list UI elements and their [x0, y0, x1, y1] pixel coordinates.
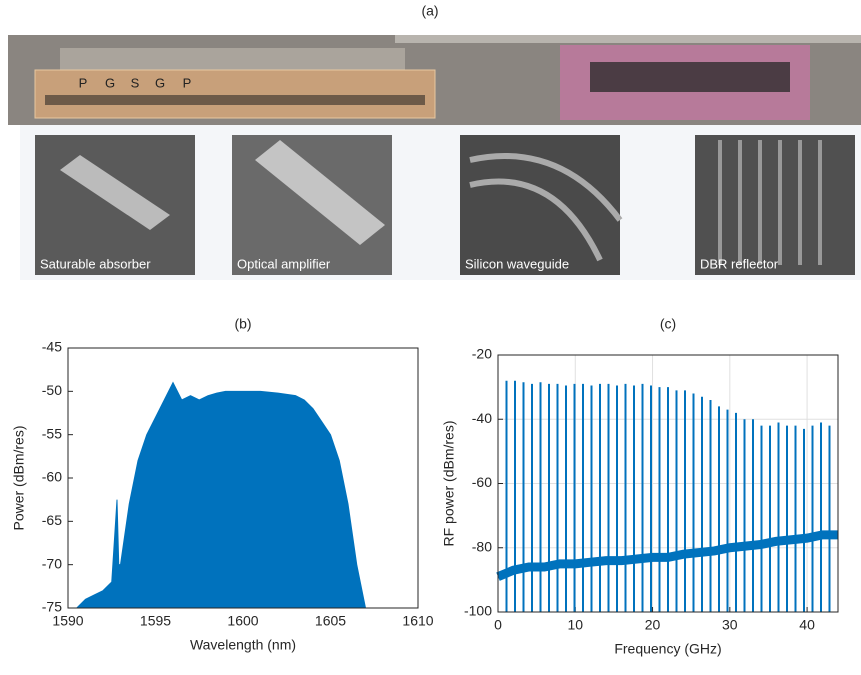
- chart-title: (c): [660, 316, 676, 332]
- y-tick-label: -65: [42, 512, 62, 528]
- x-tick-label: 1600: [227, 613, 258, 629]
- y-tick-label: -40: [472, 410, 492, 426]
- y-tick-label: -45: [42, 339, 62, 355]
- photo: [8, 35, 861, 280]
- x-axis-label: Wavelength (nm): [190, 637, 296, 653]
- plot-frame: [67, 347, 419, 609]
- y-axis-label: RF power (dBm/res): [441, 420, 457, 546]
- plot-frame: [497, 354, 839, 613]
- spectrum-area: [75, 381, 367, 609]
- x-tick-label: 10: [567, 617, 583, 633]
- inset-label: DBR reflector: [700, 256, 779, 271]
- panel-title: (a): [421, 3, 438, 19]
- y-tick-label: -80: [472, 538, 492, 554]
- pad-label: G: [155, 75, 165, 90]
- pad-label: S: [131, 75, 140, 90]
- pad-label: P: [183, 75, 192, 90]
- y-tick-label: -20: [472, 346, 492, 362]
- y-tick-label: -50: [42, 382, 62, 398]
- y-tick-label: -60: [42, 469, 62, 485]
- x-tick-label: 20: [645, 617, 661, 633]
- x-tick-label: 30: [722, 617, 738, 633]
- y-tick-label: -55: [42, 425, 62, 441]
- chart-title: (b): [234, 316, 251, 332]
- inset-label: Saturable absorber: [40, 256, 151, 271]
- x-tick-label: 1595: [140, 613, 171, 629]
- pad-label: G: [105, 75, 115, 90]
- y-tick-label: -70: [42, 555, 62, 571]
- x-tick-label: 1610: [402, 613, 433, 629]
- pad-label: P: [79, 75, 88, 90]
- noise-floor: [496, 530, 838, 581]
- inset-label: Silicon waveguide: [465, 256, 569, 271]
- y-axis-label: Power (dBm/res): [11, 425, 27, 530]
- y-tick-label: -75: [42, 599, 62, 615]
- x-tick-label: 40: [799, 617, 815, 633]
- x-tick-label: 1605: [315, 613, 346, 629]
- x-tick-label: 1590: [52, 613, 83, 629]
- x-axis-label: Frequency (GHz): [614, 641, 721, 657]
- y-tick-label: -100: [464, 603, 492, 619]
- inset-label: Optical amplifier: [237, 256, 331, 271]
- y-tick-label: -60: [472, 474, 492, 490]
- x-tick-label: 0: [494, 617, 502, 633]
